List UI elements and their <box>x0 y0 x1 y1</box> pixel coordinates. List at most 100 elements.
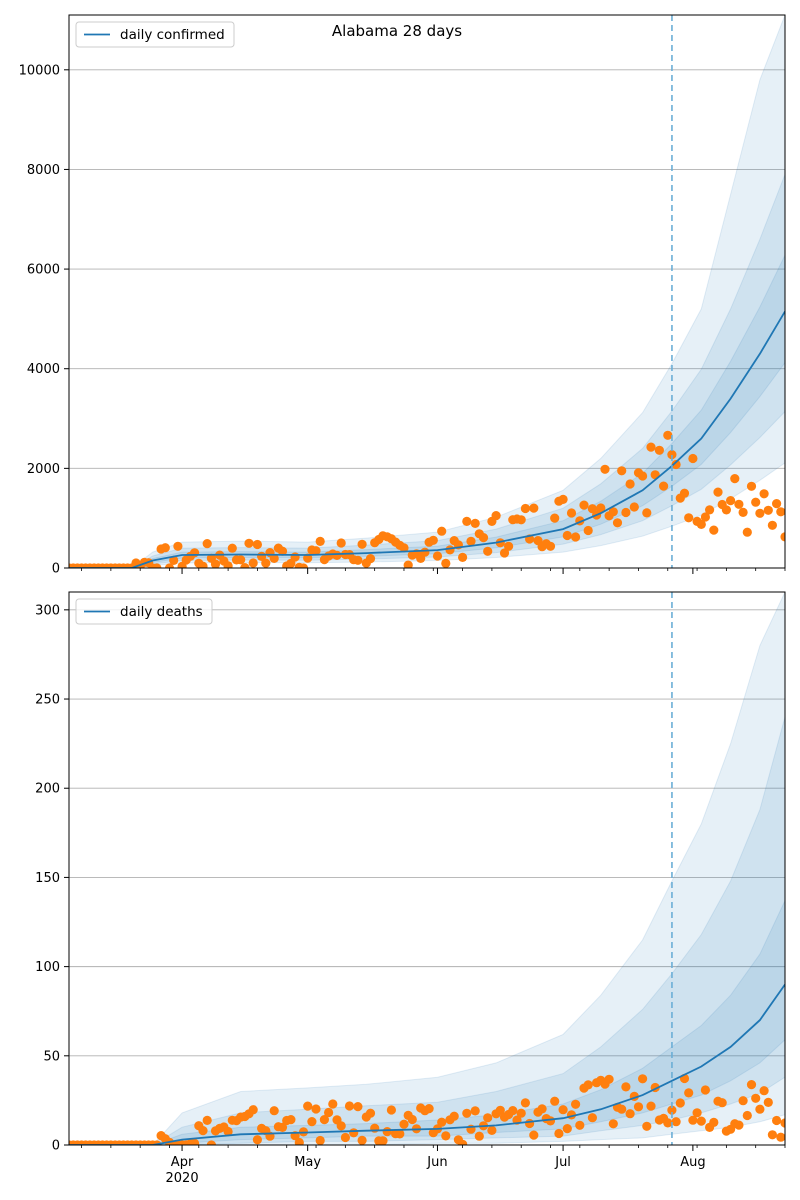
observed-point <box>763 1097 773 1107</box>
observed-point <box>508 1106 518 1116</box>
observed-point <box>638 1074 648 1084</box>
observed-point <box>315 1135 325 1145</box>
observed-point <box>638 471 648 481</box>
observed-point <box>202 539 212 549</box>
observed-point <box>734 1120 744 1130</box>
observed-point <box>583 1080 593 1090</box>
observed-point <box>776 1132 785 1142</box>
observed-point <box>545 541 556 551</box>
observed-point <box>566 508 577 518</box>
observed-point <box>684 513 694 523</box>
observed-point <box>483 1113 493 1123</box>
y-tick-label: 4000 <box>27 362 60 377</box>
observed-point <box>437 1117 447 1127</box>
observed-point <box>659 481 669 491</box>
observed-point <box>525 1118 535 1129</box>
x-year-label: 2020 <box>166 1171 199 1186</box>
observed-point <box>340 1132 350 1143</box>
observed-point <box>462 1108 472 1118</box>
observed-point <box>767 1130 778 1140</box>
observed-point <box>558 1105 568 1115</box>
observed-point <box>399 543 409 553</box>
observed-point <box>633 1102 644 1112</box>
observed-point <box>252 1135 262 1145</box>
observed-point <box>721 505 732 515</box>
observed-point <box>688 453 698 464</box>
y-tick-label: 300 <box>35 603 60 618</box>
observed-point <box>575 1120 585 1130</box>
observed-point <box>621 507 631 518</box>
observed-point <box>696 1116 706 1126</box>
observed-point <box>332 550 342 561</box>
observed-point <box>311 1104 321 1114</box>
observed-point <box>692 1108 702 1118</box>
observed-point <box>571 1099 581 1109</box>
observed-point <box>223 561 233 568</box>
observed-point <box>269 553 279 564</box>
observed-point <box>474 1131 484 1141</box>
legend-box <box>75 598 213 625</box>
observed-point <box>663 430 673 440</box>
observed-point <box>675 1098 685 1108</box>
axes-frame <box>68 14 786 569</box>
observed-point <box>625 479 635 489</box>
uncertainty-band <box>69 15 785 568</box>
observed-point <box>499 548 510 558</box>
observed-point <box>261 558 271 568</box>
observed-point <box>240 563 250 568</box>
observed-point <box>424 1104 434 1114</box>
observed-point <box>604 1074 614 1084</box>
observed-point <box>269 1106 279 1116</box>
observed-point <box>646 1101 656 1111</box>
observed-point <box>734 499 744 509</box>
observed-point <box>365 554 376 564</box>
x-tick-label: Aug <box>680 1155 705 1170</box>
observed-point <box>466 536 476 546</box>
observed-point <box>445 545 455 555</box>
observed-point <box>420 547 430 557</box>
observed-point <box>587 1113 598 1123</box>
observed-point <box>336 1121 346 1131</box>
observed-point <box>608 1119 618 1129</box>
legend-label: daily confirmed <box>120 27 225 43</box>
observed-point <box>709 525 719 535</box>
observed-point <box>772 1115 782 1126</box>
observed-point <box>399 1119 409 1129</box>
observed-point <box>516 1108 526 1118</box>
observed-point <box>780 1118 785 1128</box>
observed-point <box>294 1137 304 1145</box>
observed-point <box>198 561 208 568</box>
observed-point <box>290 552 300 562</box>
observed-point <box>403 560 413 568</box>
observed-point <box>210 559 221 568</box>
x-tick-label: Jul <box>554 1155 571 1170</box>
observed-point <box>550 513 560 523</box>
observed-point <box>696 519 706 530</box>
legend-label: daily deaths <box>120 604 203 620</box>
observed-point <box>642 508 652 518</box>
observed-point <box>562 530 572 541</box>
uncertainty-band <box>69 900 785 1145</box>
observed-point <box>382 1127 392 1137</box>
observed-point <box>520 1098 531 1108</box>
y-tick-label: 250 <box>35 693 60 708</box>
observed-point <box>763 505 773 515</box>
observed-point <box>717 1098 727 1108</box>
observed-point <box>529 503 539 513</box>
legend-box <box>75 21 235 48</box>
observed-point <box>478 533 489 543</box>
observed-point <box>579 500 589 510</box>
observed-point <box>378 1136 388 1145</box>
observed-point <box>709 1117 719 1127</box>
observed-point <box>441 558 451 568</box>
observed-point <box>286 1115 296 1125</box>
observed-point <box>529 1130 539 1140</box>
observed-point <box>700 512 711 522</box>
observed-point <box>248 1105 258 1115</box>
observed-point <box>441 1131 451 1141</box>
observed-point <box>190 1138 200 1145</box>
observed-point <box>713 487 723 497</box>
y-tick-label: 100 <box>35 960 60 975</box>
y-tick-label: 0 <box>52 1139 60 1154</box>
